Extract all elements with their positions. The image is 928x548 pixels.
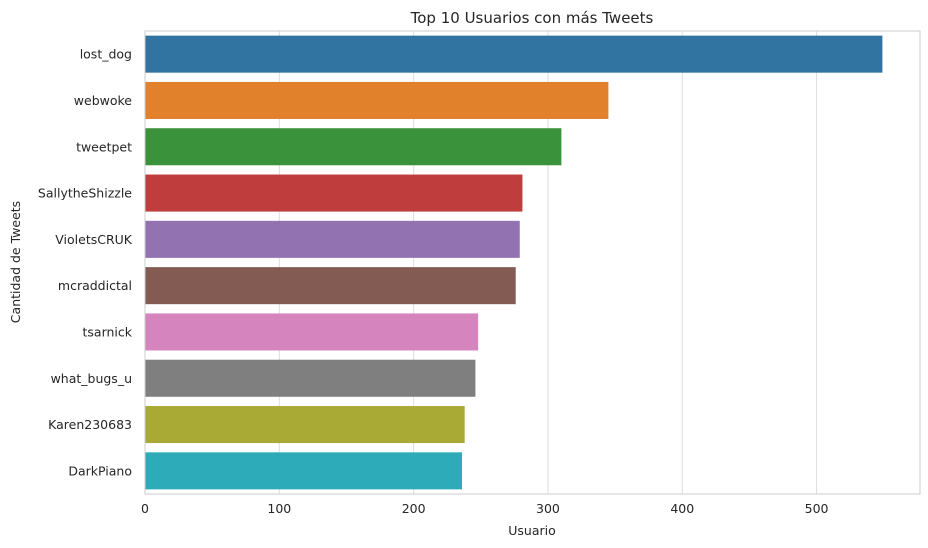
bars [145,35,883,490]
x-tick-label: 200 [402,501,426,516]
y-tick-label: webwoke [74,93,133,108]
bar-lost_dog [145,35,883,73]
y-tick-label: lost_dog [80,47,132,62]
bar-Karen230683 [145,406,465,444]
y-tick-label: tsarnick [83,324,133,339]
y-tick-label: DarkPiano [68,463,132,478]
x-tick-label: 500 [805,501,829,516]
y-tick-label: tweetpet [76,139,132,154]
bar-tsarnick [145,313,479,351]
x-tick-labels: 0 100 200 300 400 500 [141,501,829,516]
bar-SallytheShizzle [145,174,523,212]
bar-VioletsCRUK [145,220,520,258]
chart-title: Top 10 Usuarios con más Tweets [410,9,654,27]
bar-webwoke [145,81,609,119]
y-tick-label: VioletsCRUK [55,232,133,247]
bar-what_bugs_u [145,359,476,397]
bar-tweetpet [145,128,562,166]
bar-mcraddictal [145,267,516,305]
y-tick-label: mcraddictal [58,278,132,293]
y-tick-label: what_bugs_u [51,371,132,386]
y-axis-title: Cantidad de Tweets [8,201,23,323]
x-axis-title: Usuario [508,523,556,538]
x-tick-label: 0 [141,501,149,516]
bar-DarkPiano [145,452,462,490]
y-tick-label: Karen230683 [48,417,132,432]
plot-frame [144,30,921,495]
x-tick-label: 400 [670,501,694,516]
x-tick-label: 300 [536,501,560,516]
x-tick-label: 100 [267,501,291,516]
y-tick-label: SallytheShizzle [38,186,132,201]
